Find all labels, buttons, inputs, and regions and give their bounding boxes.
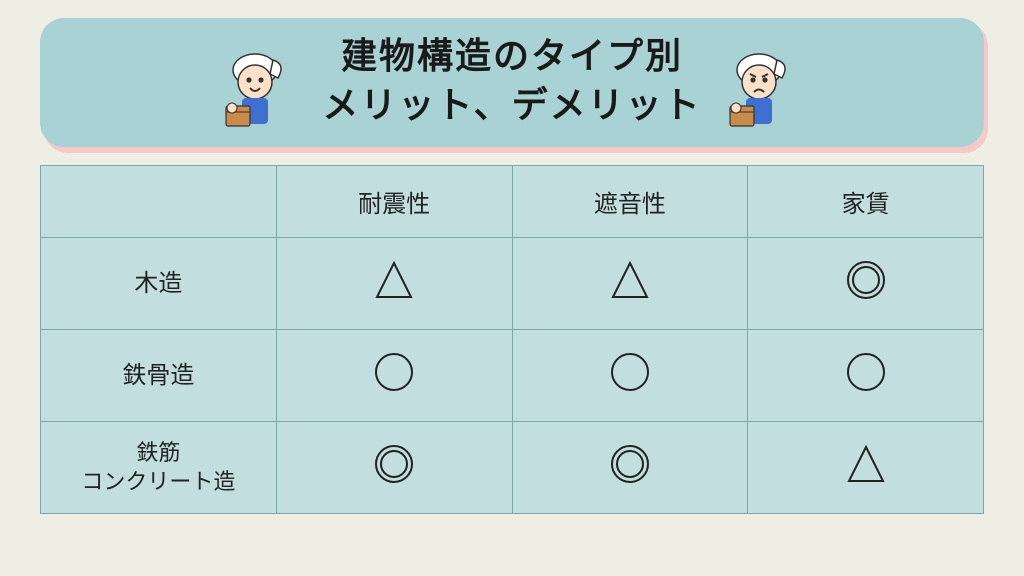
double-circle-icon: [610, 444, 650, 484]
triangle-icon: [846, 444, 886, 484]
table-cell: [276, 422, 512, 514]
circle-icon: [846, 352, 886, 392]
triangle-icon: [610, 260, 650, 300]
circle-icon: [610, 352, 650, 392]
table-cell: [748, 238, 984, 330]
table-cell: [512, 330, 748, 422]
chef-happy-icon: [220, 50, 300, 141]
title-line-2: メリット、デメリット: [40, 81, 984, 130]
table-column-header: 耐震性: [276, 166, 512, 238]
table-row: 木造: [41, 238, 984, 330]
table-column-header: 遮音性: [512, 166, 748, 238]
table-cell: [512, 422, 748, 514]
table-row: 鉄筋コンクリート造: [41, 422, 984, 514]
table-cell: [276, 330, 512, 422]
triangle-icon: [374, 260, 414, 300]
table-cell: [748, 422, 984, 514]
table-corner-cell: [41, 166, 277, 238]
double-circle-icon: [374, 444, 414, 484]
table-column-header: 家賃: [748, 166, 984, 238]
table-header-row: 耐震性遮音性家賃: [41, 166, 984, 238]
table-row-label: 木造: [41, 238, 277, 330]
title-banner: 建物構造のタイプ別 メリット、デメリット: [40, 18, 984, 147]
table-cell: [512, 238, 748, 330]
table-body: 木造 鉄骨造 鉄筋コンクリート造: [41, 238, 984, 514]
table-cell: [748, 330, 984, 422]
table-row-label: 鉄筋コンクリート造: [41, 422, 277, 514]
circle-icon: [374, 352, 414, 392]
title-line-1: 建物構造のタイプ別: [40, 32, 984, 81]
comparison-table: 耐震性遮音性家賃 木造 鉄骨造 鉄筋コンクリート造: [40, 165, 984, 514]
table-row-label: 鉄骨造: [41, 330, 277, 422]
chef-worried-icon: [724, 50, 804, 141]
table-cell: [276, 238, 512, 330]
double-circle-icon: [846, 260, 886, 300]
table-row: 鉄骨造: [41, 330, 984, 422]
